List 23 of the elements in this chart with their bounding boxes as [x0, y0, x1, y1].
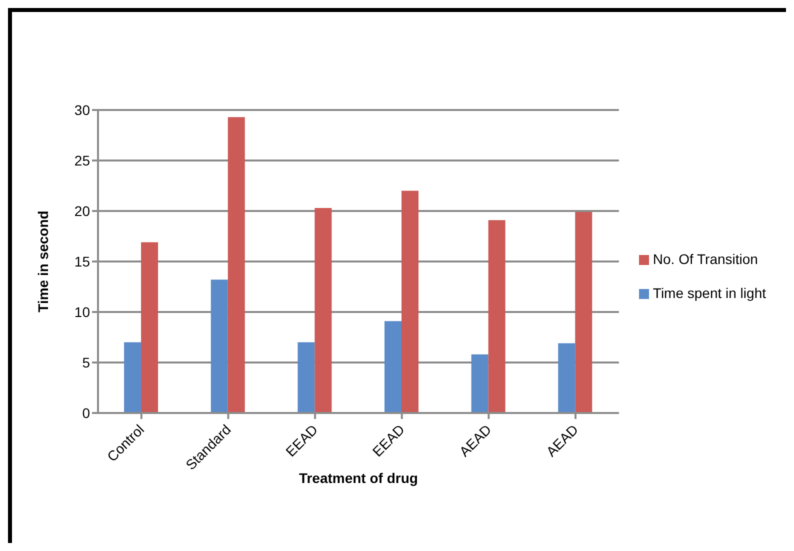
y-tick-label: 5 — [82, 354, 90, 370]
y-tick-label: 0 — [82, 404, 90, 421]
bar — [314, 208, 332, 413]
y-tick-label: 15 — [74, 253, 90, 270]
bar — [124, 342, 142, 413]
bar — [228, 117, 245, 413]
bar — [488, 220, 506, 413]
bar — [575, 212, 592, 413]
bar — [141, 242, 158, 413]
y-tick-label: 20 — [74, 202, 90, 219]
bar — [298, 342, 315, 413]
bar — [402, 190, 418, 413]
bar — [210, 280, 228, 413]
legend-label: Time spent in light — [652, 284, 766, 300]
y-axis-title: Time in second — [34, 210, 51, 312]
bar — [558, 343, 576, 413]
y-tick-label: 25 — [74, 152, 90, 168]
x-axis-title: Treatment of drug — [298, 470, 418, 486]
bar — [471, 354, 488, 413]
y-tick-label: 10 — [74, 304, 90, 320]
bar — [384, 321, 402, 413]
y-tick-label: 30 — [74, 102, 90, 118]
legend-label: No. Of Transition — [652, 250, 758, 266]
